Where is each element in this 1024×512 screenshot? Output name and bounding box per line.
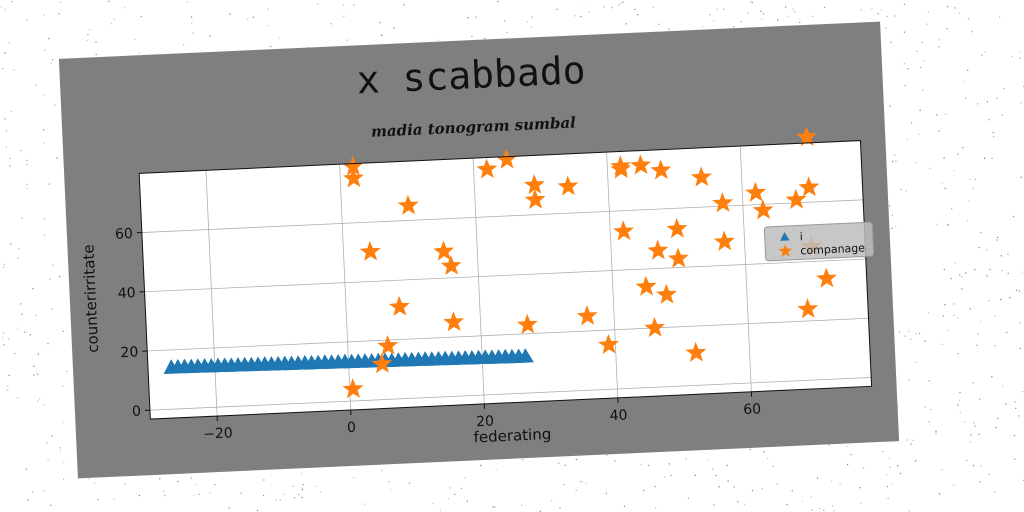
axis-ticks: −20 0 20 40 60 0 20 40 60	[115, 226, 762, 443]
point-companage	[476, 158, 498, 179]
point-companage	[613, 220, 634, 241]
point-companage	[359, 240, 381, 262]
point-companage	[685, 341, 707, 362]
point-companage	[798, 176, 820, 197]
point-companage	[647, 239, 669, 260]
x-tick-label: 20	[476, 414, 495, 431]
legend-box	[763, 221, 875, 262]
point-companage	[745, 181, 767, 202]
x-axis-label: federating	[473, 425, 551, 447]
y-tick-label: 20	[120, 344, 139, 361]
legend: i companage	[763, 221, 875, 262]
point-companage	[576, 305, 598, 326]
plot-frame	[138, 140, 873, 420]
point-companage	[495, 148, 517, 169]
grid-line-y	[149, 377, 872, 411]
chart-card: x scabbado madia tonogram sumbal −20 0 20 4…	[58, 21, 900, 479]
grid-line-y	[144, 258, 866, 293]
grid-line-x	[205, 170, 218, 417]
point-companage	[666, 218, 688, 239]
legend-marker-triangle-icon	[780, 232, 790, 241]
point-companage	[377, 335, 399, 356]
point-companage	[752, 199, 774, 220]
point-companage	[656, 283, 677, 304]
point-companage	[523, 174, 545, 195]
point-companage	[610, 158, 632, 179]
x-tick-label: 0	[347, 420, 357, 436]
grid-lines	[141, 146, 872, 417]
point-companage	[388, 295, 410, 317]
y-tick-label: 0	[132, 404, 142, 420]
legend-label-companage: companage	[800, 241, 865, 257]
point-companage	[690, 166, 712, 187]
point-companage	[516, 313, 538, 334]
series-companage	[342, 126, 837, 399]
x-tick-label: 40	[609, 407, 628, 424]
point-companage	[598, 333, 619, 354]
grid-line-x	[606, 152, 619, 398]
grid-line-y	[141, 199, 864, 233]
grid-line-x	[739, 146, 752, 392]
legend-label-i: i	[799, 230, 803, 243]
point-i	[517, 348, 534, 363]
point-companage	[524, 188, 546, 210]
point-companage	[440, 254, 462, 276]
point-companage	[712, 192, 734, 213]
point-companage	[371, 353, 393, 374]
point-companage	[630, 154, 652, 175]
series-layer	[163, 126, 837, 399]
y-tick-label: 40	[117, 285, 136, 302]
point-companage	[433, 240, 455, 261]
x-tick-label: 60	[743, 401, 762, 418]
y-tick-label: 60	[115, 226, 134, 243]
chart-canvas: x scabbado madia tonogram sumbal −20 0 20 4…	[79, 48, 875, 447]
point-companage	[635, 275, 657, 296]
point-companage	[342, 167, 364, 188]
point-companage	[557, 175, 579, 196]
point-companage	[815, 267, 837, 288]
series-i	[163, 348, 534, 374]
point-companage	[397, 194, 419, 215]
x-tick-label: −20	[203, 425, 233, 442]
point-companage	[650, 159, 672, 180]
point-companage	[342, 378, 364, 399]
grid-line-x	[339, 164, 352, 411]
chart-title: x scabbado	[356, 48, 587, 102]
grid-line-y	[147, 317, 869, 352]
point-companage	[796, 126, 818, 147]
point-companage	[443, 311, 465, 332]
point-companage	[667, 247, 689, 268]
plot-area	[139, 140, 872, 420]
legend-marker-star-icon	[778, 244, 792, 257]
point-companage	[644, 316, 666, 338]
point-companage	[342, 155, 364, 176]
point-companage	[797, 298, 819, 319]
chart-subtitle: madia tonogram sumbal	[371, 113, 577, 140]
point-companage	[713, 230, 735, 251]
point-companage	[785, 188, 807, 210]
y-axis-label: counterirritate	[79, 244, 102, 353]
